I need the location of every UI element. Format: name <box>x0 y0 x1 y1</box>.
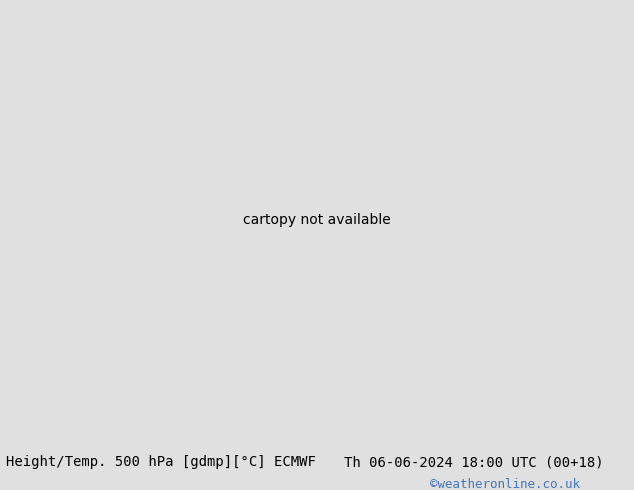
Text: Th 06-06-2024 18:00 UTC (00+18): Th 06-06-2024 18:00 UTC (00+18) <box>344 455 604 469</box>
Text: Height/Temp. 500 hPa [gdmp][°C] ECMWF: Height/Temp. 500 hPa [gdmp][°C] ECMWF <box>6 455 316 469</box>
Text: cartopy not available: cartopy not available <box>243 213 391 227</box>
Text: ©weatheronline.co.uk: ©weatheronline.co.uk <box>430 478 580 490</box>
